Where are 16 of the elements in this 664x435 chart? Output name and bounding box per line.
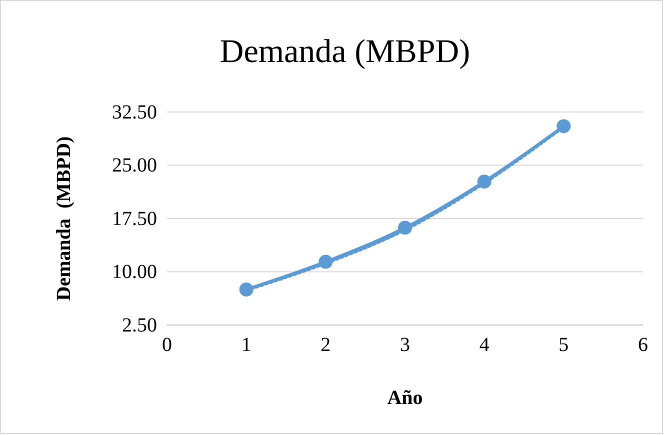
y-tick-label: 17.50 (112, 208, 157, 230)
x-tick-label: 6 (638, 334, 648, 356)
point (556, 119, 571, 134)
x-tick-label: 2 (320, 334, 331, 356)
x-tick-label: 0 (162, 334, 172, 356)
y-tick-label: 10.00 (112, 261, 157, 284)
x-tick-label: 3 (400, 334, 410, 356)
x-tick-label: 4 (479, 334, 490, 356)
x-tick-label: 5 (558, 334, 569, 356)
y-tick-label: 25.00 (112, 154, 157, 177)
x-tick-label: 1 (241, 334, 252, 356)
y-axis-title: Demanda (MBPD) (53, 136, 75, 301)
chart-title: Demanda (MBPD) (220, 34, 470, 70)
y-tick-label: 32.50 (112, 101, 157, 124)
x-axis-title: Año (387, 387, 423, 409)
y-tick-label: 2.50 (122, 314, 157, 336)
